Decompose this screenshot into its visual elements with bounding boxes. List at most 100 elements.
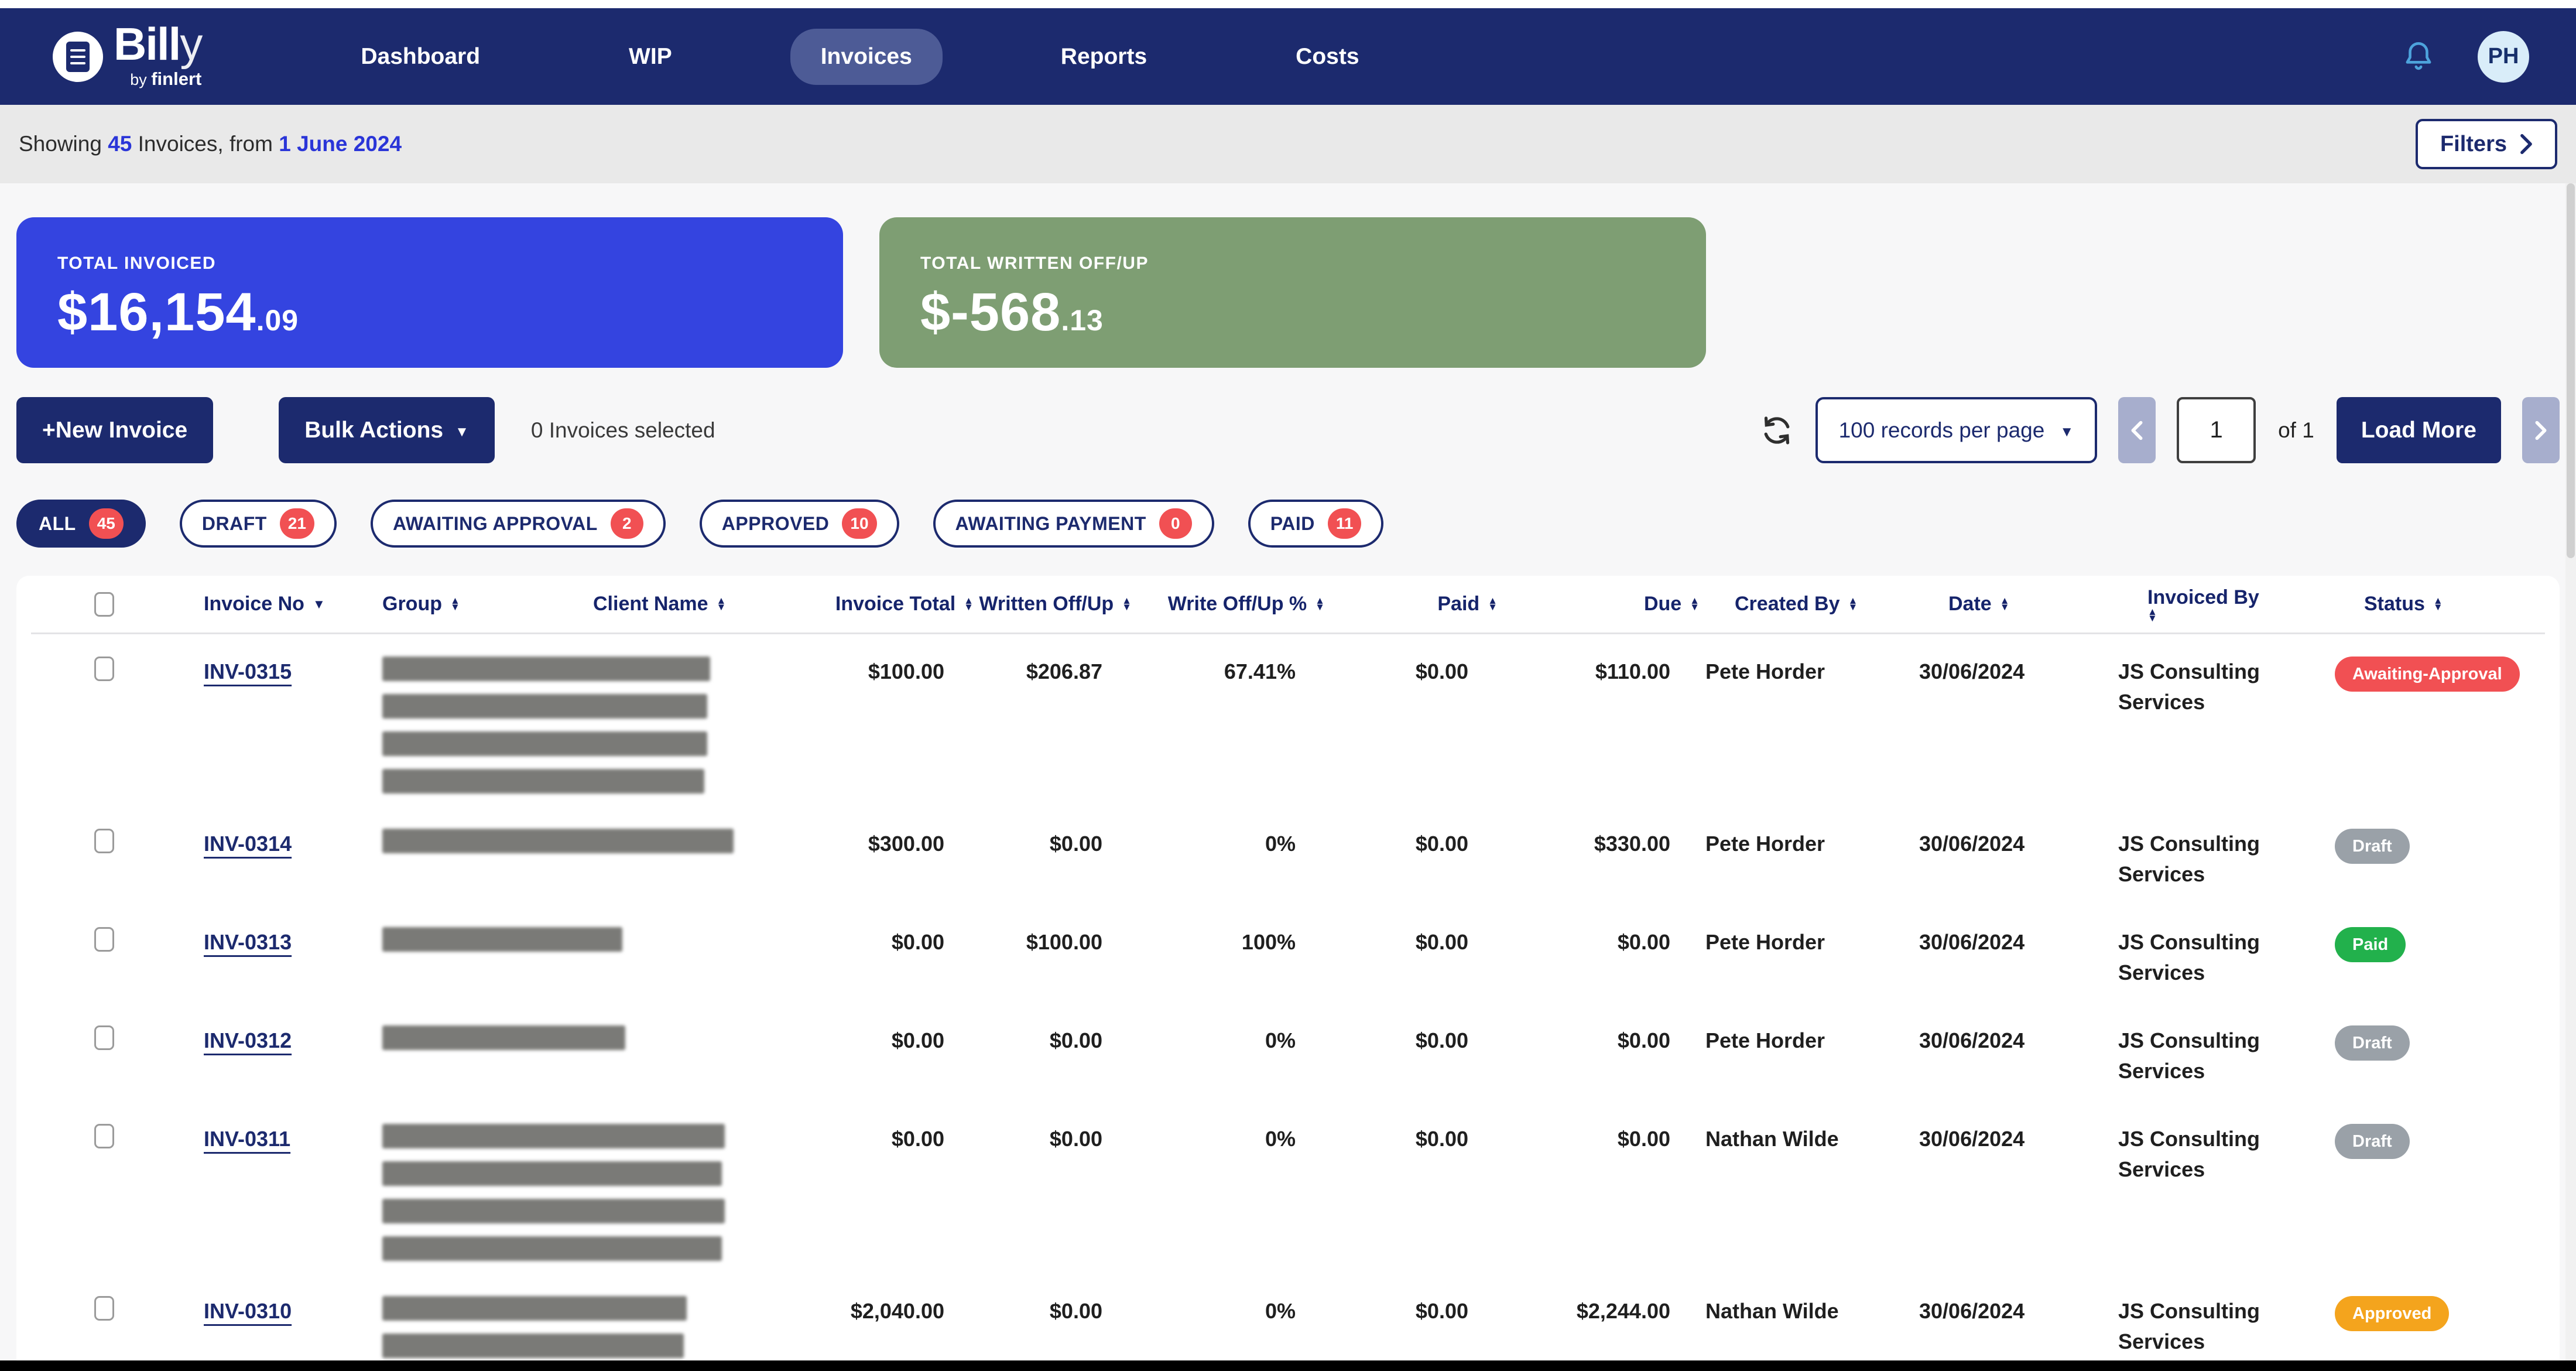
created-by-cell: Nathan Wilde <box>1705 1299 1839 1323</box>
total-written-off-card: TOTAL WRITTEN OFF/UP $-568.13 <box>879 217 1706 368</box>
column-label: Invoice Total <box>835 593 956 615</box>
invoiced-by-cell: JS Consulting Services <box>2118 832 2260 887</box>
previous-page-button[interactable] <box>2118 397 2156 463</box>
column-header-status[interactable]: Status ▲ ▼ <box>2364 593 2560 616</box>
invoice-total-cell: $100.00 <box>868 659 944 683</box>
row-checkbox[interactable] <box>94 657 114 681</box>
row-checkbox[interactable] <box>94 1296 114 1321</box>
invoice-link[interactable]: INV-0310 <box>204 1299 292 1323</box>
card-value: $-568.13 <box>920 282 1104 342</box>
select-all-checkbox[interactable] <box>94 592 114 617</box>
top-edge <box>0 0 2576 8</box>
redacted-text-bar <box>382 1334 684 1358</box>
invoice-link[interactable]: INV-0314 <box>204 832 292 856</box>
tab-awaiting-approval[interactable]: AWAITING APPROVAL 2 <box>370 500 666 548</box>
redacted-text-bar <box>382 694 707 719</box>
written-off-cell: $100.00 <box>1026 930 1102 954</box>
redacted-text-bar <box>382 829 734 853</box>
column-header-invoice-no[interactable]: Invoice No ▼ <box>177 593 353 616</box>
redacted-text-bar <box>382 1199 725 1223</box>
tab-draft[interactable]: DRAFT 21 <box>179 500 337 548</box>
invoice-link[interactable]: INV-0313 <box>204 930 292 954</box>
invoiced-by-cell: JS Consulting Services <box>2118 930 2260 985</box>
row-checkbox[interactable] <box>94 927 114 952</box>
paid-cell: $0.00 <box>1415 1028 1468 1052</box>
nav-item-dashboard[interactable]: Dashboard <box>361 43 481 69</box>
column-label: Status <box>2364 593 2425 615</box>
records-per-page-select[interactable]: 100 records per page ▼ <box>1815 397 2098 463</box>
tab-approved[interactable]: APPROVED 10 <box>699 500 899 548</box>
row-checkbox[interactable] <box>94 1025 114 1050</box>
scrollbar-thumb[interactable] <box>2567 183 2575 558</box>
column-header-due[interactable]: Due ▲ ▼ <box>1498 593 1700 616</box>
chevron-right-icon <box>2520 134 2532 155</box>
invoice-link[interactable]: INV-0315 <box>204 659 292 683</box>
sort-icon: ▲ ▼ <box>1122 594 1132 613</box>
bulk-actions-button[interactable]: Bulk Actions ▼ <box>279 397 495 463</box>
column-label: Write Off/Up % <box>1167 593 1307 615</box>
status-cell: Draft <box>2335 829 2540 864</box>
table-row: INV-0310 $2,040.00 $0.00 0% $0.00 $2,244.00 Na… <box>31 1274 2545 1366</box>
due-cell: $0.00 <box>1617 1028 1670 1052</box>
due-cell: $2,244.00 <box>1576 1299 1670 1323</box>
invoiced-by-cell: JS Consulting Services <box>2118 1299 2260 1354</box>
invoice-link[interactable]: INV-0311 <box>204 1127 291 1151</box>
nav-item-wip[interactable]: WIP <box>629 43 672 69</box>
column-header-client-name[interactable]: Client Name ▲ ▼ <box>593 593 780 616</box>
status-badge: Draft <box>2335 1124 2410 1159</box>
status-cell: Draft <box>2335 1025 2540 1061</box>
vertical-scrollbar[interactable] <box>2565 183 2576 1360</box>
notifications-bell-icon[interactable] <box>2400 39 2437 75</box>
filters-button[interactable]: Filters <box>2415 119 2557 169</box>
page-number-input[interactable] <box>2177 397 2256 463</box>
column-header-written-off-up[interactable]: Written Off/Up ▲ ▼ <box>974 593 1132 616</box>
tab-paid[interactable]: PAID 11 <box>1248 500 1384 548</box>
nav-item-reports[interactable]: Reports <box>1060 43 1147 69</box>
column-header-paid[interactable]: Paid ▲ ▼ <box>1325 593 1498 616</box>
nav-item-costs[interactable]: Costs <box>1296 43 1359 69</box>
brand-logo[interactable]: Billy by finlert <box>53 21 203 89</box>
paid-cell: $0.00 <box>1415 930 1468 954</box>
redacted-text-bar <box>382 927 622 952</box>
status-cell: Approved <box>2335 1296 2540 1331</box>
column-label: Invoiced By <box>2147 586 2259 609</box>
row-menu-cell: ••• <box>2540 1025 2560 1035</box>
row-menu-cell: ••• <box>2540 829 2560 839</box>
column-header-write-off-up[interactable]: Write Off/Up % ▲ ▼ <box>1132 593 1325 616</box>
new-invoice-button[interactable]: +New Invoice <box>16 397 214 463</box>
invoices-table: Invoice No ▼ Group ▲ ▼ Client Name ▲ ▼ Invoice T… <box>16 576 2560 1366</box>
column-header-date[interactable]: Date ▲ ▼ <box>1948 593 2118 616</box>
written-off-cell: $206.87 <box>1026 659 1102 683</box>
tab-awaiting-payment[interactable]: AWAITING PAYMENT 0 <box>933 500 1214 548</box>
user-avatar[interactable]: PH <box>2478 30 2529 83</box>
card-label: TOTAL INVOICED <box>57 254 217 273</box>
tab-label: AWAITING APPROVAL <box>392 512 598 534</box>
sort-icon: ▲ ▼ <box>1315 594 1325 613</box>
row-checkbox[interactable] <box>94 829 114 853</box>
tab-all[interactable]: ALL 45 <box>16 500 146 548</box>
group-client-redacted-cell <box>353 927 751 965</box>
nav-item-invoices[interactable]: Invoices <box>790 28 943 85</box>
bottom-edge <box>0 1360 2576 1371</box>
column-header-invoice-total[interactable]: Invoice Total ▲ ▼ <box>780 593 974 616</box>
table-header-row: Invoice No ▼ Group ▲ ▼ Client Name ▲ ▼ Invoice T… <box>31 576 2545 634</box>
column-header-invoiced-by[interactable]: Invoiced By ▲ ▼ <box>2147 586 2335 623</box>
row-checkbox[interactable] <box>94 1124 114 1148</box>
summary-cards: TOTAL INVOICED $16,154.09 TOTAL WRITTEN … <box>0 183 2576 368</box>
invoice-link[interactable]: INV-0312 <box>204 1028 292 1052</box>
next-page-button[interactable] <box>2522 397 2560 463</box>
row-menu-cell: ••• <box>2540 1124 2560 1134</box>
table-row: INV-0311 $0.00 $0.00 0% $0.00 $0.00 Nathan Wil… <box>31 1102 2545 1274</box>
date-cell: 30/06/2024 <box>1919 659 2025 683</box>
load-more-button[interactable]: Load More <box>2336 397 2501 463</box>
caret-down-icon: ▼ <box>455 423 469 440</box>
column-header-created-by[interactable]: Created By ▲ ▼ <box>1735 593 1916 616</box>
billy-logo-icon <box>53 31 103 82</box>
refresh-icon[interactable] <box>1759 413 1794 448</box>
column-header-group[interactable]: Group ▲ ▼ <box>382 593 564 616</box>
row-select-cell <box>31 657 177 681</box>
invoiced-by-cell: JS Consulting Services <box>2118 1127 2260 1182</box>
status-badge: Approved <box>2335 1296 2450 1331</box>
tab-count-badge: 0 <box>1159 508 1192 539</box>
tab-label: PAID <box>1270 512 1315 534</box>
